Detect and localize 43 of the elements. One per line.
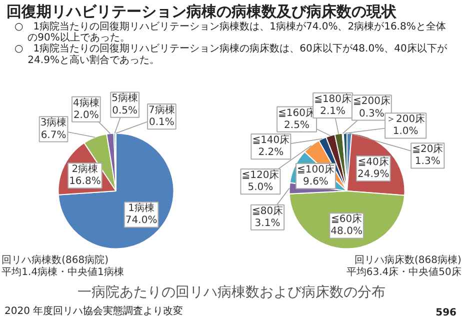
data-label: 2.2% <box>258 147 284 158</box>
data-label: 9.6% <box>303 176 328 188</box>
text: 一病院あたりの回リハ病棟数および病床数の分布 <box>78 284 386 300</box>
text: 回復期リハビリテーション病棟の病棟数及び病床数の現状 <box>6 2 398 20</box>
slice-label: 5病棟 <box>112 92 138 104</box>
slice-label: ≦40床 <box>358 156 389 168</box>
data-label: 0.1% <box>149 117 174 128</box>
text: 回リハ病床数(868病棟) <box>354 254 462 266</box>
data-label: 16.8% <box>69 176 101 188</box>
text: 596 <box>436 308 457 318</box>
text: ○ 1病院当たりの回復期リハビリテーション病棟の病床数は、60床以下が48.0%、40床以下が24.9%と高い割合であった。 <box>14 42 448 66</box>
slice-label: ≦80床 <box>252 204 284 217</box>
data-label: 0.5% <box>112 105 138 116</box>
data-label: 6.7% <box>40 130 66 141</box>
data-label: 24.9% <box>357 169 390 180</box>
data-label: 2.0% <box>73 110 99 121</box>
slice-label: 1病棟 <box>128 202 155 214</box>
data-label: 0.3% <box>359 108 384 120</box>
slice-label: 7病棟 <box>148 104 175 116</box>
slice-label: 4病棟 <box>72 96 100 109</box>
slice-label: ＞200床 <box>386 113 426 126</box>
data-label: 3.1% <box>254 218 280 229</box>
slice-label: ≦180床 <box>314 92 352 105</box>
slice-label: 2病棟 <box>72 163 98 176</box>
data-label: 5.0% <box>248 182 274 194</box>
text: 平均1.4病棟・中央値1病棟 <box>2 266 124 278</box>
text: 回リハ病棟数(868病院) <box>2 254 109 266</box>
slice-label: ≦120床 <box>242 169 280 182</box>
slice-label: ≦20床 <box>412 143 444 156</box>
slice-label: ≦60床 <box>331 213 362 226</box>
data-label: 2.1% <box>320 106 346 118</box>
data-label: 74.0% <box>125 215 158 226</box>
text: ○ 1病院当たりの回復期リハビリテーション病棟数は、1病棟が74.0%、2病棟が16.8%と全体の90%以上であった。 <box>14 20 446 44</box>
slice-label: 3病棟 <box>40 116 67 129</box>
slice-label: ≦100床 <box>297 163 334 176</box>
data-label: 2.5% <box>284 120 310 131</box>
data-label: 1.3% <box>414 156 440 168</box>
text: 平均63.4床・中央値50床 <box>346 266 462 278</box>
slice-label: ≦200床 <box>352 95 390 108</box>
data-label: 48.0% <box>330 226 362 238</box>
slice-label: ≦140床 <box>252 134 290 146</box>
data-label: 1.0% <box>392 126 418 138</box>
text: 2020 年度回リハ協会実態調査より改変 <box>4 305 184 317</box>
